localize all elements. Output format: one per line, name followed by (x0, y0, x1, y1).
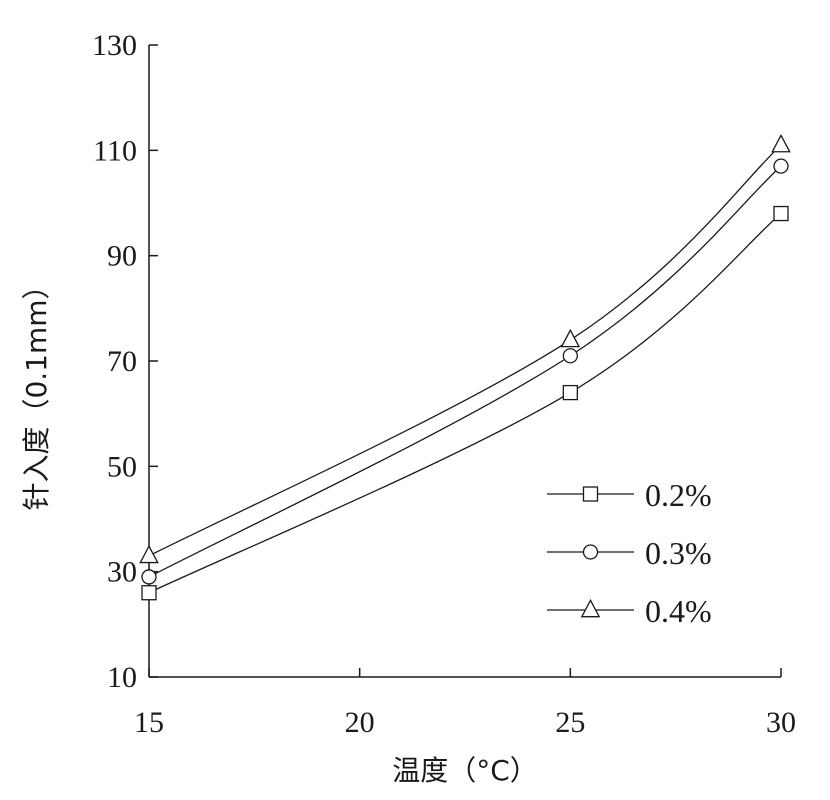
data-point-square (773, 205, 789, 222)
data-point-circle (562, 348, 578, 364)
series-layer (139, 133, 791, 601)
data-point-triangle (560, 328, 581, 348)
x-tick-label: 20 (345, 706, 375, 739)
series-line (148, 165, 782, 578)
series-1 (141, 205, 789, 601)
y-tick-label: 70 (107, 345, 137, 378)
axes-layer: 10 30 50 70 90 110 130 15 20 25 30 (92, 29, 796, 739)
y-tick-label: 110 (93, 134, 137, 167)
data-point-square (562, 384, 578, 401)
x-tick-label: 25 (555, 706, 585, 739)
legend: 0.2% 0.3% 0.4% (547, 477, 712, 629)
data-point-circle (582, 544, 599, 560)
y-tick-label: 50 (107, 450, 137, 483)
y-axis-title: 针入度（0.1mm） (20, 271, 53, 510)
x-tick-label: 15 (134, 706, 164, 739)
x-axis-title: 温度（°C） (392, 754, 538, 787)
legend-item: 0.3% (547, 535, 712, 571)
legend-label: 0.4% (645, 593, 712, 629)
data-point-triangle (139, 544, 159, 564)
series-3 (139, 133, 791, 564)
data-point-square (582, 486, 599, 502)
series-line (148, 213, 782, 594)
series-line (148, 144, 782, 557)
y-tick-label: 10 (107, 661, 137, 694)
data-point-square (141, 585, 157, 601)
legend-label: 0.3% (645, 535, 712, 571)
series-2 (141, 158, 789, 585)
data-point-triangle (580, 598, 601, 618)
legend-item: 0.2% (547, 477, 712, 513)
y-tick-label: 90 (107, 240, 137, 273)
data-point-triangle (771, 133, 791, 153)
y-tick-label: 30 (107, 556, 137, 589)
legend-label: 0.2% (645, 477, 712, 513)
data-point-circle (141, 569, 157, 585)
x-tick-label: 30 (766, 706, 796, 739)
legend-item: 0.4% (547, 593, 712, 629)
y-tick-label: 130 (92, 29, 137, 62)
data-point-circle (773, 158, 789, 174)
